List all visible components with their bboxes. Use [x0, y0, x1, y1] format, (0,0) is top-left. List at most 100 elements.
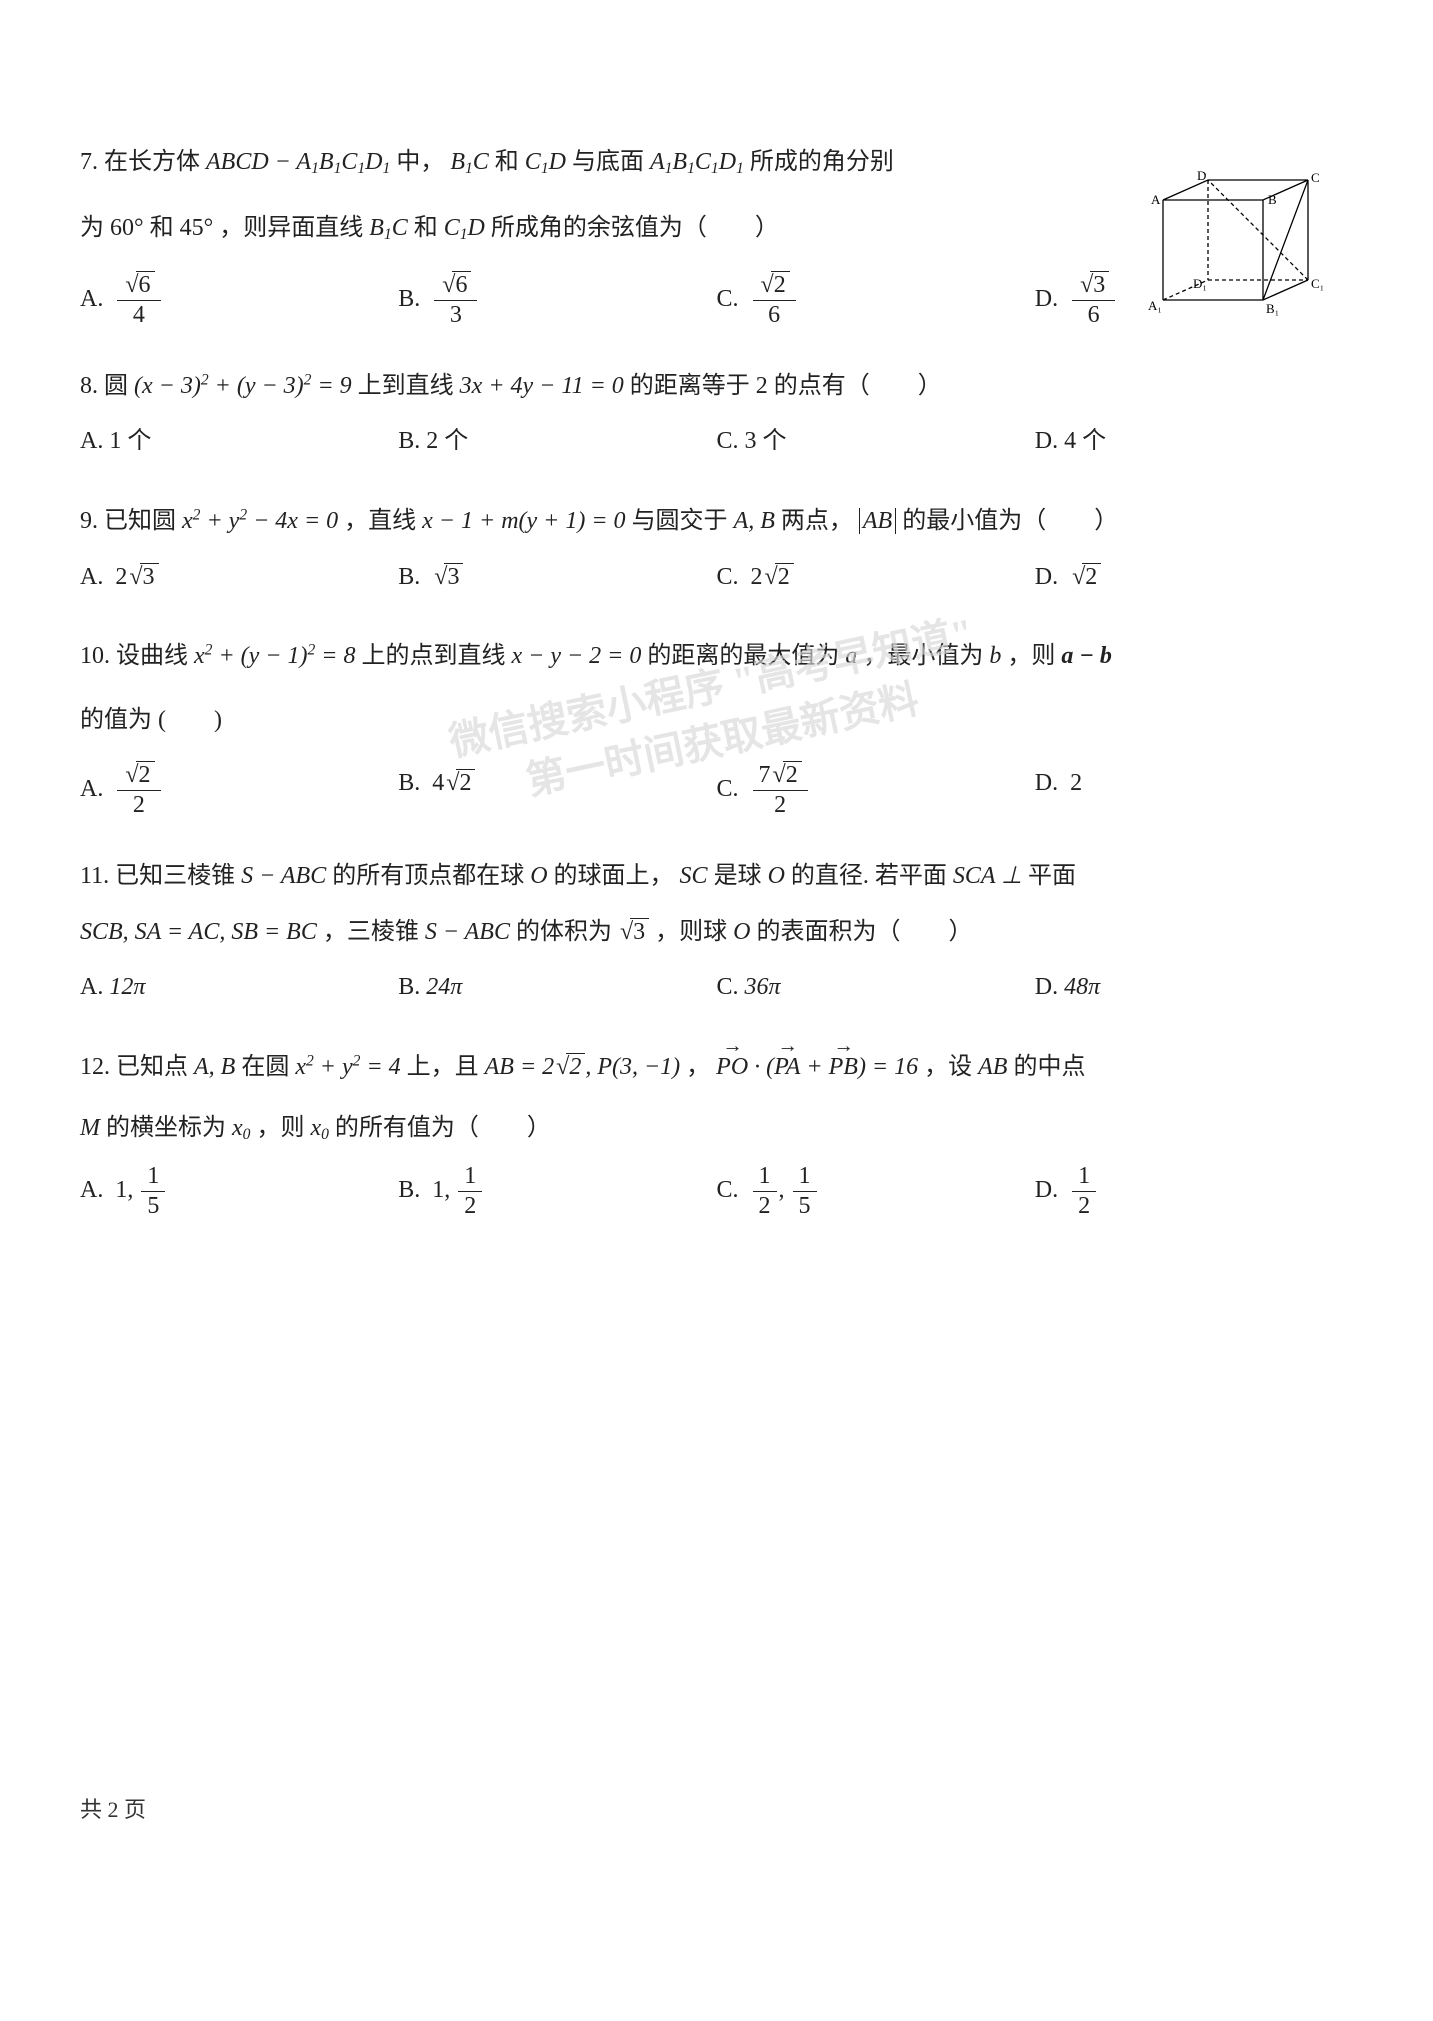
q7-C-val: 26 — [753, 271, 796, 330]
q8-circle: (x − 3)2 + (y − 3)2 = 9 — [134, 373, 352, 399]
q7-t3: 和 — [495, 149, 525, 175]
q11-t9: ，则球 — [655, 919, 733, 945]
q7-t7: 和 — [150, 215, 180, 241]
q7-solid: ABCD − A1B1C1D1 — [206, 149, 390, 175]
question-11: 11. 已知三棱锥 S − ABC 的所有顶点都在球 O 的球面上， SC 是球… — [80, 854, 1353, 1011]
q7-t9: 和 — [414, 215, 444, 241]
q11-B-v: 24π — [426, 974, 462, 1000]
q8-t4: 的点有（ ） — [774, 373, 942, 399]
q11-t2: 的所有顶点都在球 — [332, 863, 530, 889]
q7-B-label: B. — [398, 286, 420, 312]
q12-AB2: AB — [978, 1054, 1007, 1080]
q12-l2: M 的横坐标为 x0 ，则 x0 的所有值为（ ） — [80, 1106, 1353, 1152]
lbl-C: C — [1311, 170, 1320, 185]
q10-t1: 10. 设曲线 — [80, 643, 194, 669]
q12-t1: 12. 已知点 — [80, 1054, 194, 1080]
q12-l1: 12. 已知点 A, B 在圆 x2 + y2 = 4 上，且 AB = 22,… — [80, 1045, 1353, 1091]
q9-optA: A. 23 — [80, 555, 398, 601]
q11-tet: S − ABC — [241, 863, 326, 889]
q10-a: a — [845, 643, 857, 669]
q11-t8: 的体积为 — [516, 919, 618, 945]
q8-C-l: C. — [717, 428, 739, 454]
lbl-D1: D₁ — [1193, 276, 1207, 291]
q8-t3: 的距离等于 — [630, 373, 756, 399]
q12-optD: D. 12 — [1035, 1162, 1353, 1221]
q7-t6: 为 — [80, 215, 110, 241]
q8-optA: A.1 个 — [80, 419, 398, 465]
q11-t6: 平面 — [1028, 863, 1076, 889]
q9-B-v: 3 — [432, 564, 463, 590]
q7-t5: 所成的角分别 — [750, 149, 894, 175]
q10-B-v: 42 — [432, 770, 475, 796]
q11-SC: SC — [680, 863, 708, 889]
lbl-D: D — [1197, 170, 1206, 183]
question-9: 9. 已知圆 x2 + y2 − 4x = 0 ，直线 x − 1 + m(y … — [80, 499, 1353, 600]
q10-t3: 的距离的最大值为 — [647, 643, 845, 669]
q7-ang1: 60° — [110, 215, 144, 241]
q8-options: A.1 个 B.2 个 C.3 个 D.4 个 — [80, 419, 1353, 465]
q8-t1: 8. 圆 — [80, 373, 134, 399]
q10-A-l: A. — [80, 776, 103, 802]
q9-D-v: 2 — [1070, 564, 1101, 590]
q10-t4: ，最小值为 — [863, 643, 989, 669]
q9-D-l: D. — [1035, 564, 1058, 590]
q10-optB: B. 42 — [398, 761, 716, 820]
q12-optA: A. 1, 15 — [80, 1162, 398, 1221]
q7-t4: 与底面 — [572, 149, 650, 175]
q9-text: 9. 已知圆 x2 + y2 − 4x = 0 ，直线 x − 1 + m(y … — [80, 499, 1353, 545]
q9-pts: A, B — [734, 508, 775, 534]
lbl-A: A — [1151, 192, 1161, 207]
q9-C-l: C. — [717, 564, 739, 590]
q12-t4: ， — [686, 1054, 710, 1080]
q9-line: x − 1 + m(y + 1) = 0 — [422, 508, 625, 534]
q12-t6: 的中点 — [1013, 1054, 1085, 1080]
q10-t5: ，则 — [1007, 643, 1061, 669]
question-10: 10. 设曲线 x2 + (y − 1)2 = 8 上的点到直线 x − y −… — [80, 634, 1353, 820]
q8-A-l: A. — [80, 428, 103, 454]
q10-C-l: C. — [717, 776, 739, 802]
q9-abs: AB — [859, 508, 896, 534]
q7-optC: C. 26 — [717, 271, 1035, 330]
q11-t1: 11. 已知三棱锥 — [80, 863, 241, 889]
q10-amb: a − b — [1061, 643, 1112, 669]
q12-D-l: D. — [1035, 1177, 1058, 1203]
q7-optB: B. 63 — [398, 271, 716, 330]
q11-l1: 11. 已知三棱锥 S − ABC 的所有顶点都在球 O 的球面上， SC 是球… — [80, 854, 1353, 900]
q12-options: A. 1, 15 B. 1, 12 C. 12, 15 D. 12 — [80, 1162, 1353, 1221]
question-8: 8. 圆 (x − 3)2 + (y − 3)2 = 9 上到直线 3x + 4… — [80, 364, 1353, 465]
q11-C-v: 36π — [745, 974, 781, 1000]
q9-A-l: A. — [80, 564, 103, 590]
q7-b1c: B1C — [450, 149, 488, 175]
q7-B-val: 63 — [434, 271, 477, 330]
q8-D-v: 4 个 — [1064, 428, 1106, 454]
q9-B-l: B. — [398, 564, 420, 590]
q7-C-label: C. — [717, 286, 739, 312]
q10-optD: D. 2 — [1035, 761, 1353, 820]
q10-l1: 10. 设曲线 x2 + (y − 1)2 = 8 上的点到直线 x − y −… — [80, 634, 1353, 680]
q11-t10: 的表面积为（ ） — [756, 919, 972, 945]
q12-t8: ，则 — [256, 1115, 310, 1141]
q11-A-v: 12π — [109, 974, 145, 1000]
q12-C-v: 12, 15 — [751, 1177, 819, 1203]
q8-D-l: D. — [1035, 428, 1058, 454]
q7-base: A1B1C1D1 — [650, 149, 744, 175]
cuboid-svg: A B C D A₁ B₁ C₁ D₁ — [1143, 170, 1323, 320]
q7-A-label: A. — [80, 286, 103, 312]
q7-t8: ，则异面直线 — [219, 215, 369, 241]
q7-D-val: 36 — [1072, 271, 1115, 330]
q7-D-label: D. — [1035, 286, 1058, 312]
q9-t2: ，直线 — [344, 508, 422, 534]
q10-optC: C. 722 — [717, 761, 1035, 820]
q12-x0b: x0 — [310, 1115, 328, 1141]
q11-optA: A.12π — [80, 965, 398, 1011]
q12-optC: C. 12, 15 — [717, 1162, 1035, 1221]
q9-optC: C. 22 — [717, 555, 1035, 601]
q11-optC: C.36π — [717, 965, 1035, 1011]
q11-O1: O — [530, 863, 547, 889]
q8-optD: D.4 个 — [1035, 419, 1353, 465]
q8-line: 3x + 4y − 11 = 0 — [460, 373, 624, 399]
q9-optD: D. 2 — [1035, 555, 1353, 601]
q8-optB: B.2 个 — [398, 419, 716, 465]
q12-t3: 上，且 — [407, 1054, 485, 1080]
q8-A-v: 1 个 — [109, 428, 151, 454]
